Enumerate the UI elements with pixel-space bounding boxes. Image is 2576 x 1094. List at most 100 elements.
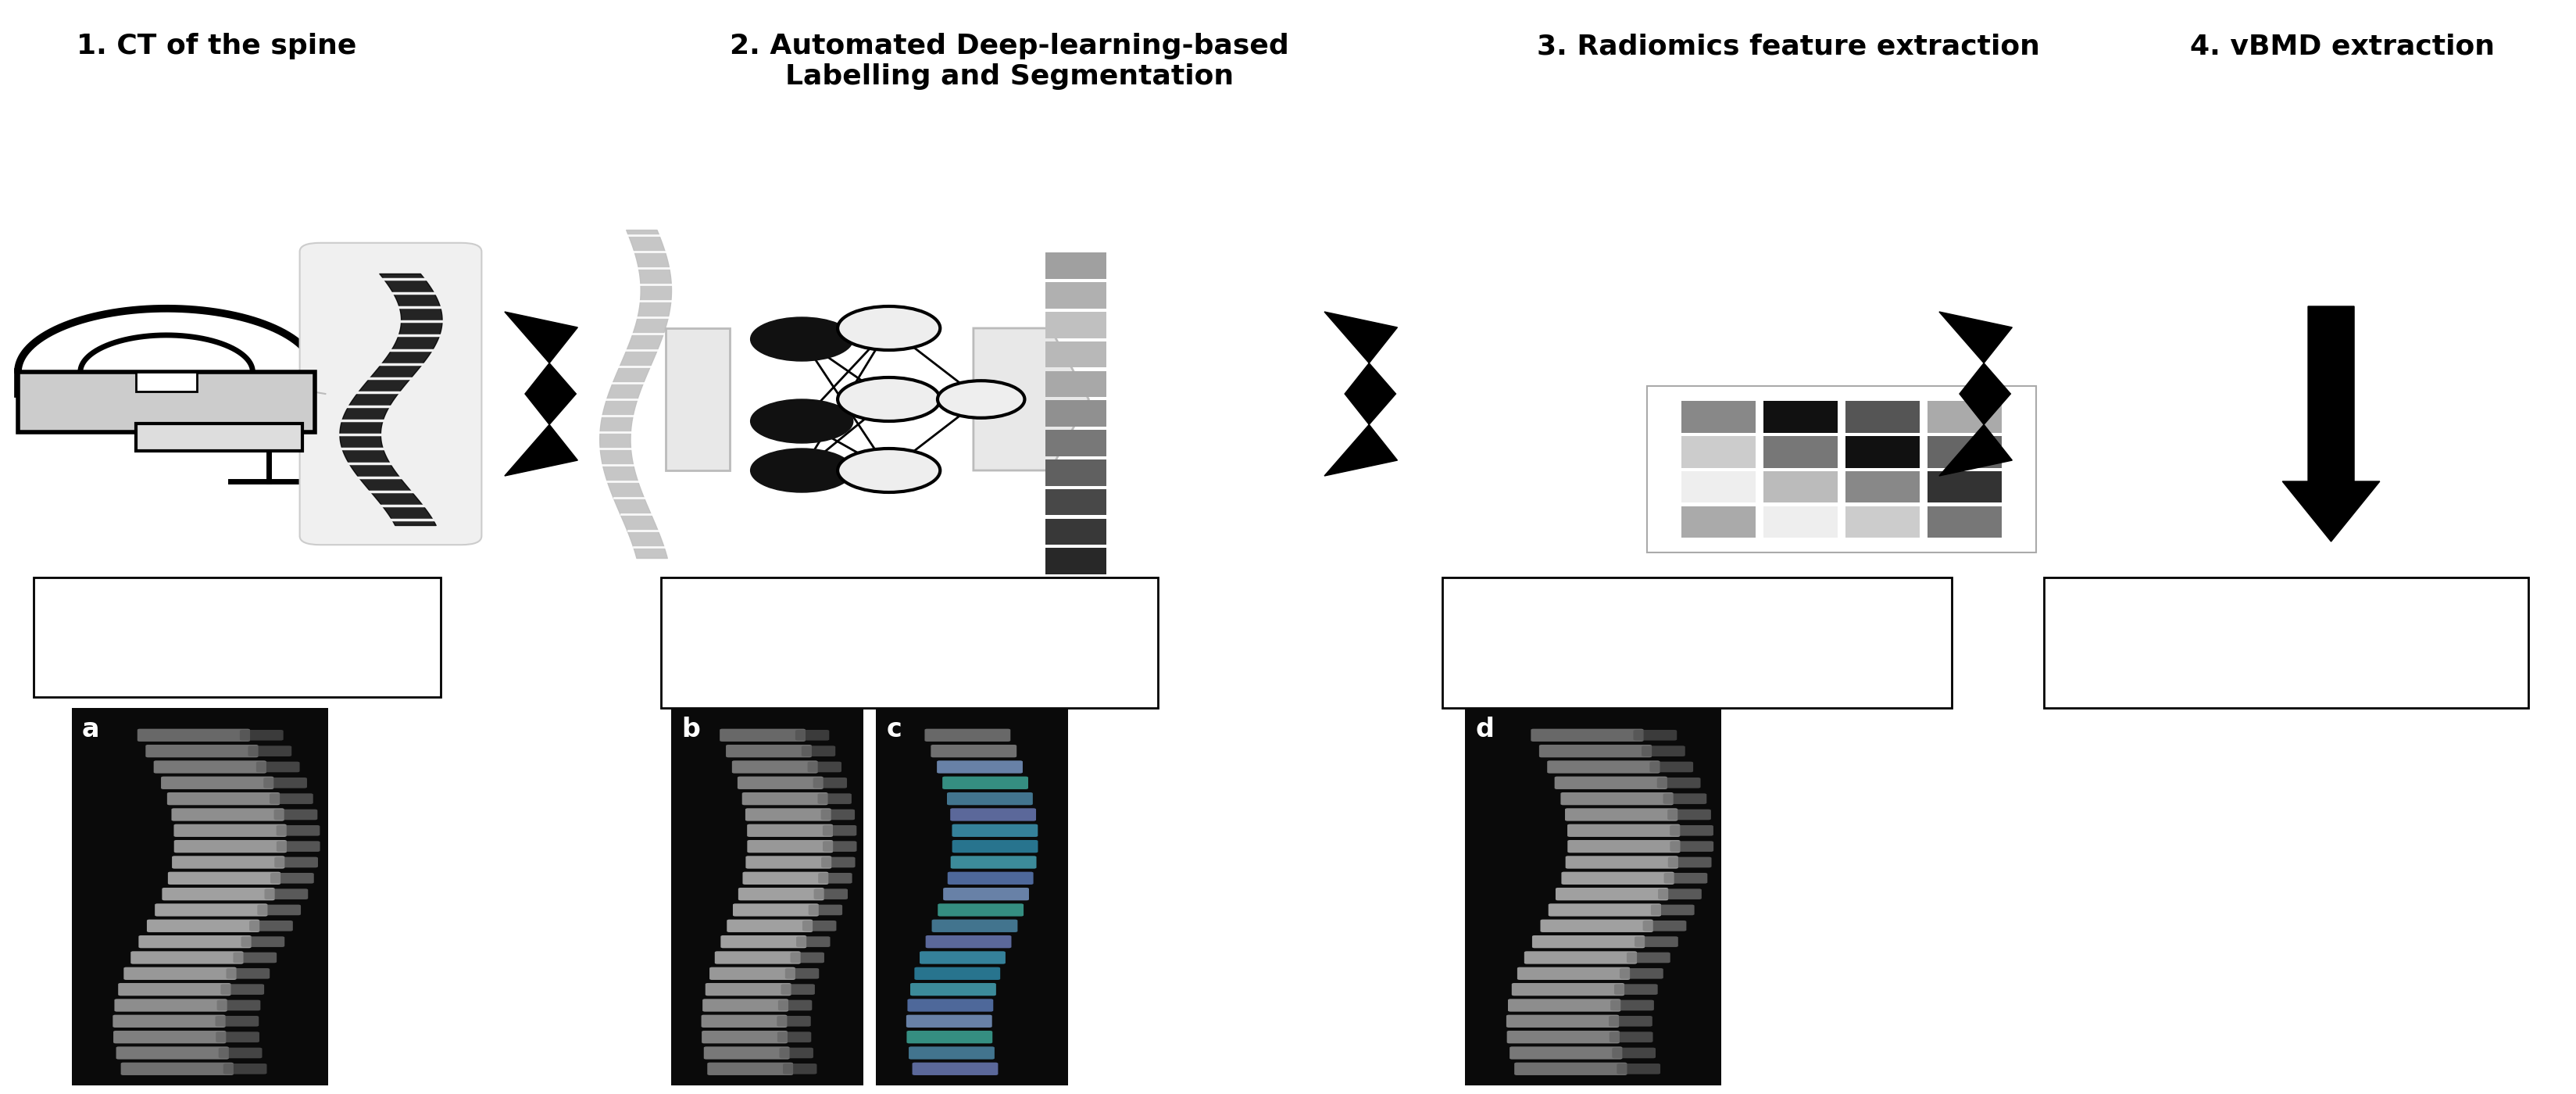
FancyBboxPatch shape xyxy=(1507,1015,1618,1027)
FancyBboxPatch shape xyxy=(1656,888,1700,899)
FancyBboxPatch shape xyxy=(116,1047,229,1059)
FancyBboxPatch shape xyxy=(742,872,827,885)
FancyBboxPatch shape xyxy=(1548,904,1662,917)
FancyBboxPatch shape xyxy=(1046,489,1105,515)
FancyBboxPatch shape xyxy=(801,746,835,756)
FancyBboxPatch shape xyxy=(1046,519,1105,545)
FancyBboxPatch shape xyxy=(2043,578,2527,708)
FancyBboxPatch shape xyxy=(822,825,855,836)
FancyBboxPatch shape xyxy=(948,872,1033,885)
FancyBboxPatch shape xyxy=(796,730,829,741)
FancyBboxPatch shape xyxy=(1643,920,1685,931)
FancyBboxPatch shape xyxy=(1625,952,1669,963)
FancyBboxPatch shape xyxy=(822,857,855,868)
FancyBboxPatch shape xyxy=(1762,401,1837,433)
FancyBboxPatch shape xyxy=(938,760,1023,773)
FancyBboxPatch shape xyxy=(1510,1047,1623,1059)
FancyBboxPatch shape xyxy=(909,1047,994,1059)
FancyBboxPatch shape xyxy=(786,968,819,979)
FancyBboxPatch shape xyxy=(224,1063,268,1074)
FancyBboxPatch shape xyxy=(822,841,855,852)
FancyBboxPatch shape xyxy=(1443,578,1953,708)
FancyBboxPatch shape xyxy=(737,777,824,789)
FancyBboxPatch shape xyxy=(1507,1031,1620,1044)
FancyBboxPatch shape xyxy=(714,952,801,964)
FancyBboxPatch shape xyxy=(925,935,1012,948)
FancyBboxPatch shape xyxy=(173,856,283,869)
Ellipse shape xyxy=(90,348,245,407)
FancyBboxPatch shape xyxy=(1927,505,2002,538)
FancyBboxPatch shape xyxy=(1610,1032,1651,1043)
FancyBboxPatch shape xyxy=(1662,793,1705,804)
FancyBboxPatch shape xyxy=(726,919,811,932)
FancyBboxPatch shape xyxy=(703,1047,788,1059)
FancyBboxPatch shape xyxy=(155,760,265,773)
FancyBboxPatch shape xyxy=(1515,1062,1625,1075)
FancyBboxPatch shape xyxy=(938,904,1023,917)
Text: 3. Radiomics feature extraction: 3. Radiomics feature extraction xyxy=(1535,33,2040,59)
FancyBboxPatch shape xyxy=(18,372,314,432)
FancyBboxPatch shape xyxy=(273,857,317,868)
FancyBboxPatch shape xyxy=(1844,401,1919,433)
FancyBboxPatch shape xyxy=(670,708,863,1085)
FancyBboxPatch shape xyxy=(258,905,301,916)
FancyBboxPatch shape xyxy=(943,777,1028,789)
FancyBboxPatch shape xyxy=(1530,729,1643,742)
FancyBboxPatch shape xyxy=(167,872,281,885)
Text: b: b xyxy=(680,717,701,743)
FancyBboxPatch shape xyxy=(1046,459,1105,486)
Polygon shape xyxy=(505,312,577,476)
FancyBboxPatch shape xyxy=(914,967,999,980)
FancyBboxPatch shape xyxy=(270,793,314,804)
FancyBboxPatch shape xyxy=(945,792,1033,805)
FancyBboxPatch shape xyxy=(1651,905,1695,916)
FancyBboxPatch shape xyxy=(708,967,796,980)
FancyBboxPatch shape xyxy=(139,935,252,948)
FancyBboxPatch shape xyxy=(1667,810,1710,819)
FancyBboxPatch shape xyxy=(1512,984,1623,996)
FancyBboxPatch shape xyxy=(801,920,837,931)
FancyBboxPatch shape xyxy=(747,840,832,852)
FancyBboxPatch shape xyxy=(1566,840,1680,852)
FancyBboxPatch shape xyxy=(701,1015,786,1027)
FancyBboxPatch shape xyxy=(1517,967,1631,980)
FancyBboxPatch shape xyxy=(1556,887,1667,900)
FancyBboxPatch shape xyxy=(747,824,832,837)
FancyBboxPatch shape xyxy=(160,777,273,789)
FancyBboxPatch shape xyxy=(742,792,827,805)
FancyBboxPatch shape xyxy=(822,810,855,819)
FancyBboxPatch shape xyxy=(144,745,258,757)
FancyBboxPatch shape xyxy=(907,1015,992,1027)
FancyBboxPatch shape xyxy=(806,761,842,772)
FancyBboxPatch shape xyxy=(778,1048,814,1058)
FancyBboxPatch shape xyxy=(719,729,806,742)
FancyBboxPatch shape xyxy=(1610,1000,1654,1011)
FancyBboxPatch shape xyxy=(222,985,265,994)
FancyBboxPatch shape xyxy=(1682,437,1754,468)
FancyBboxPatch shape xyxy=(1682,401,1754,433)
FancyBboxPatch shape xyxy=(1613,1048,1656,1058)
FancyBboxPatch shape xyxy=(263,778,307,788)
FancyBboxPatch shape xyxy=(273,810,317,819)
FancyBboxPatch shape xyxy=(173,808,283,820)
FancyBboxPatch shape xyxy=(113,1015,227,1027)
FancyBboxPatch shape xyxy=(1613,985,1656,994)
Text: 4. vBMD extraction: 4. vBMD extraction xyxy=(2190,33,2494,59)
FancyBboxPatch shape xyxy=(732,904,819,917)
FancyBboxPatch shape xyxy=(703,999,788,1012)
Polygon shape xyxy=(974,328,1090,470)
FancyBboxPatch shape xyxy=(131,952,242,964)
FancyBboxPatch shape xyxy=(1927,437,2002,468)
Text: 2. Automated Deep-learning-based
Labelling and Segmentation: 2. Automated Deep-learning-based Labelli… xyxy=(729,33,1288,90)
FancyBboxPatch shape xyxy=(706,1062,793,1075)
FancyBboxPatch shape xyxy=(907,1031,992,1044)
FancyBboxPatch shape xyxy=(276,825,319,836)
FancyBboxPatch shape xyxy=(1046,400,1105,427)
FancyBboxPatch shape xyxy=(1561,872,1674,885)
FancyBboxPatch shape xyxy=(1669,841,1713,852)
Text: a: a xyxy=(82,717,100,743)
FancyBboxPatch shape xyxy=(1507,999,1620,1012)
FancyBboxPatch shape xyxy=(270,873,314,884)
FancyBboxPatch shape xyxy=(121,1062,234,1075)
FancyBboxPatch shape xyxy=(814,778,848,788)
